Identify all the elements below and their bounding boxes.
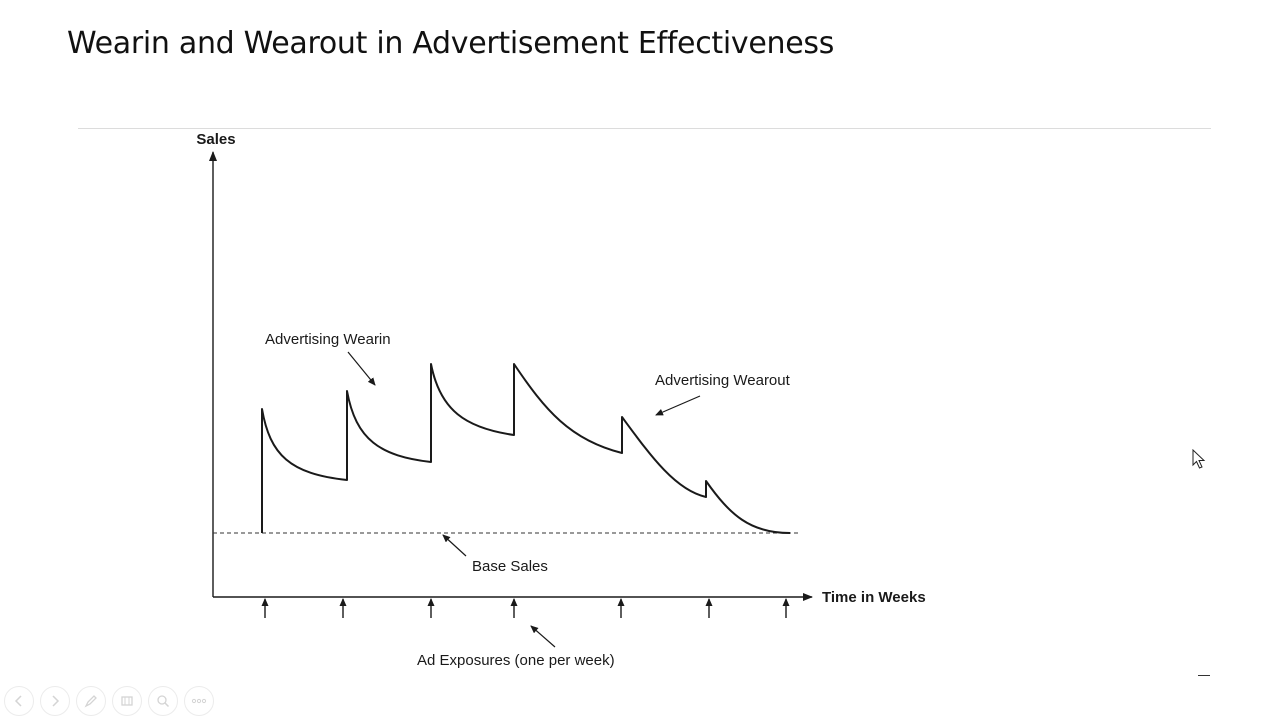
zoom-icon[interactable] xyxy=(148,686,178,716)
y-axis-label: Sales xyxy=(196,131,235,148)
next-icon[interactable] xyxy=(40,686,70,716)
mouse-cursor-icon xyxy=(1192,449,1206,469)
ad-exposures-label: Ad Exposures (one per week) xyxy=(417,652,615,669)
previous-icon[interactable] xyxy=(4,686,34,716)
ad-exposures-pointer xyxy=(530,625,556,648)
wearin-label: Advertising Wearin xyxy=(265,331,391,348)
pen-icon[interactable] xyxy=(76,686,106,716)
base-sales-pointer xyxy=(442,534,467,557)
slides-icon[interactable] xyxy=(112,686,142,716)
slide-corner-mark xyxy=(1198,675,1210,676)
wearout-pointer xyxy=(655,395,701,416)
wearin-pointer xyxy=(347,351,376,386)
x-axis-label: Time in Weeks xyxy=(822,589,926,606)
wearout-label: Advertising Wearout xyxy=(655,372,791,389)
slideshow-toolbar xyxy=(4,686,214,716)
slide-title: Wearin and Wearout in Advertisement Effe… xyxy=(67,26,835,61)
sales-response-curve xyxy=(261,363,791,534)
base-sales-label: Base Sales xyxy=(472,558,548,575)
more-icon[interactable] xyxy=(184,686,214,716)
title-divider xyxy=(78,128,1211,129)
ad-exposure-arrows xyxy=(261,598,790,618)
